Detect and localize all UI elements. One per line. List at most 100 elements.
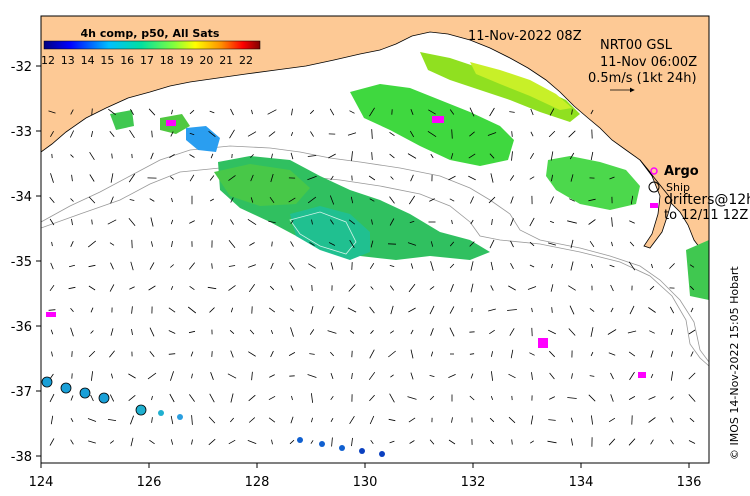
- current-arrow: [369, 107, 375, 117]
- current-arrow: [91, 108, 93, 116]
- current-arrow: [351, 372, 353, 380]
- current-arrow: [489, 329, 495, 335]
- current-arrow: [330, 372, 334, 380]
- credit: © IMOS 14-Nov-2022 15:05 Hobart: [728, 266, 741, 460]
- current-arrow: [569, 152, 575, 160]
- current-arrow: [309, 109, 315, 115]
- current-arrow: [290, 416, 294, 424]
- current-arrow: [550, 196, 554, 204]
- current-arrow: [591, 415, 593, 425]
- current-arrow: [270, 329, 274, 335]
- current-arrow: [268, 220, 276, 224]
- current-arrow: [230, 108, 234, 116]
- current-arrow: [189, 132, 195, 136]
- current-arrow: [549, 396, 555, 400]
- y-axis: -32 -33 -34 -35 -36 -37 -38: [11, 60, 41, 465]
- current-arrow: [229, 129, 235, 139]
- current-arrow: [311, 219, 313, 225]
- current-arrow: [571, 438, 573, 446]
- current-arrow: [229, 330, 235, 334]
- current-arrow: [210, 198, 214, 202]
- current-arrow: [348, 284, 356, 292]
- current-arrow: [448, 175, 456, 181]
- current-arrow: [271, 439, 273, 445]
- current-arrow: [370, 240, 374, 248]
- current-arrow: [370, 439, 374, 445]
- current-arrow: [510, 263, 514, 269]
- current-arrow: [490, 173, 494, 183]
- drifter-legend-symbol: [650, 203, 658, 208]
- current-arrow: [151, 417, 153, 423]
- current-arrow: [327, 330, 337, 334]
- current-arrow: [290, 285, 294, 291]
- current-arrow: [248, 417, 256, 423]
- current-arrow: [208, 438, 216, 446]
- current-arrow: [70, 395, 74, 401]
- current-arrow: [650, 350, 654, 358]
- current-arrow: [268, 307, 276, 313]
- current-arrow: [389, 153, 395, 159]
- current-arrow: [670, 417, 674, 423]
- current-arrow: [628, 261, 636, 271]
- current-arrow: [511, 151, 513, 161]
- current-arrow: [530, 415, 534, 425]
- current-arrow: [151, 241, 153, 247]
- current-arrow: [410, 349, 414, 359]
- current-arrow: [187, 306, 197, 314]
- colorbar-tick-label: 18: [160, 54, 174, 67]
- current-arrow: [267, 109, 277, 115]
- current-arrow: [307, 175, 317, 181]
- current-arrow: [648, 417, 656, 423]
- current-arrow: [270, 173, 274, 183]
- current-arrow: [110, 328, 114, 336]
- current-arrow: [530, 108, 534, 116]
- current-arrow: [350, 196, 354, 204]
- current-arrow: [330, 175, 334, 181]
- current-arrow: [170, 219, 174, 225]
- current-arrow: [430, 153, 434, 159]
- current-arrow: [670, 439, 674, 445]
- current-arrow: [448, 439, 456, 445]
- current-arrow: [268, 131, 276, 137]
- current-arrow: [189, 154, 195, 158]
- current-arrow: [527, 286, 537, 290]
- current-arrow: [551, 307, 553, 313]
- current-arrow: [49, 284, 55, 292]
- current-arrow: [511, 131, 513, 137]
- current-arrow: [150, 152, 154, 160]
- current-arrow: [291, 395, 293, 401]
- x-tick-label: 124: [29, 475, 54, 490]
- current-arrow: [488, 196, 496, 204]
- current-arrow: [568, 328, 576, 336]
- current-arrow: [49, 438, 55, 446]
- current-arrow: [70, 327, 74, 337]
- current-arrow: [689, 264, 695, 268]
- current-arrow: [588, 219, 596, 225]
- current-arrow: [389, 218, 395, 226]
- current-arrow: [429, 198, 435, 202]
- current-arrow: [429, 395, 435, 401]
- current-arrow: [330, 262, 334, 270]
- current-arrow: [590, 109, 594, 115]
- current-arrow: [529, 264, 535, 268]
- current-arrow: [289, 439, 295, 445]
- current-arrow: [549, 350, 555, 358]
- current-arrow: [649, 285, 655, 291]
- current-arrow: [490, 439, 494, 445]
- current-arrow: [370, 330, 374, 334]
- current-arrow: [129, 129, 135, 139]
- current-arrow: [570, 174, 574, 182]
- current-arrow: [170, 131, 174, 137]
- current-arrow: [509, 175, 515, 181]
- current-arrow: [389, 440, 395, 444]
- current-arrow: [247, 131, 257, 137]
- y-tick-label: -37: [11, 385, 32, 400]
- current-arrow: [529, 176, 535, 180]
- current-arrow: [230, 393, 234, 403]
- y-tick-label: -33: [11, 125, 32, 140]
- current-arrow: [689, 417, 695, 423]
- current-arrow: [88, 264, 96, 268]
- current-arrow: [71, 174, 73, 182]
- current-arrow: [50, 415, 54, 425]
- current-arrow: [91, 371, 93, 381]
